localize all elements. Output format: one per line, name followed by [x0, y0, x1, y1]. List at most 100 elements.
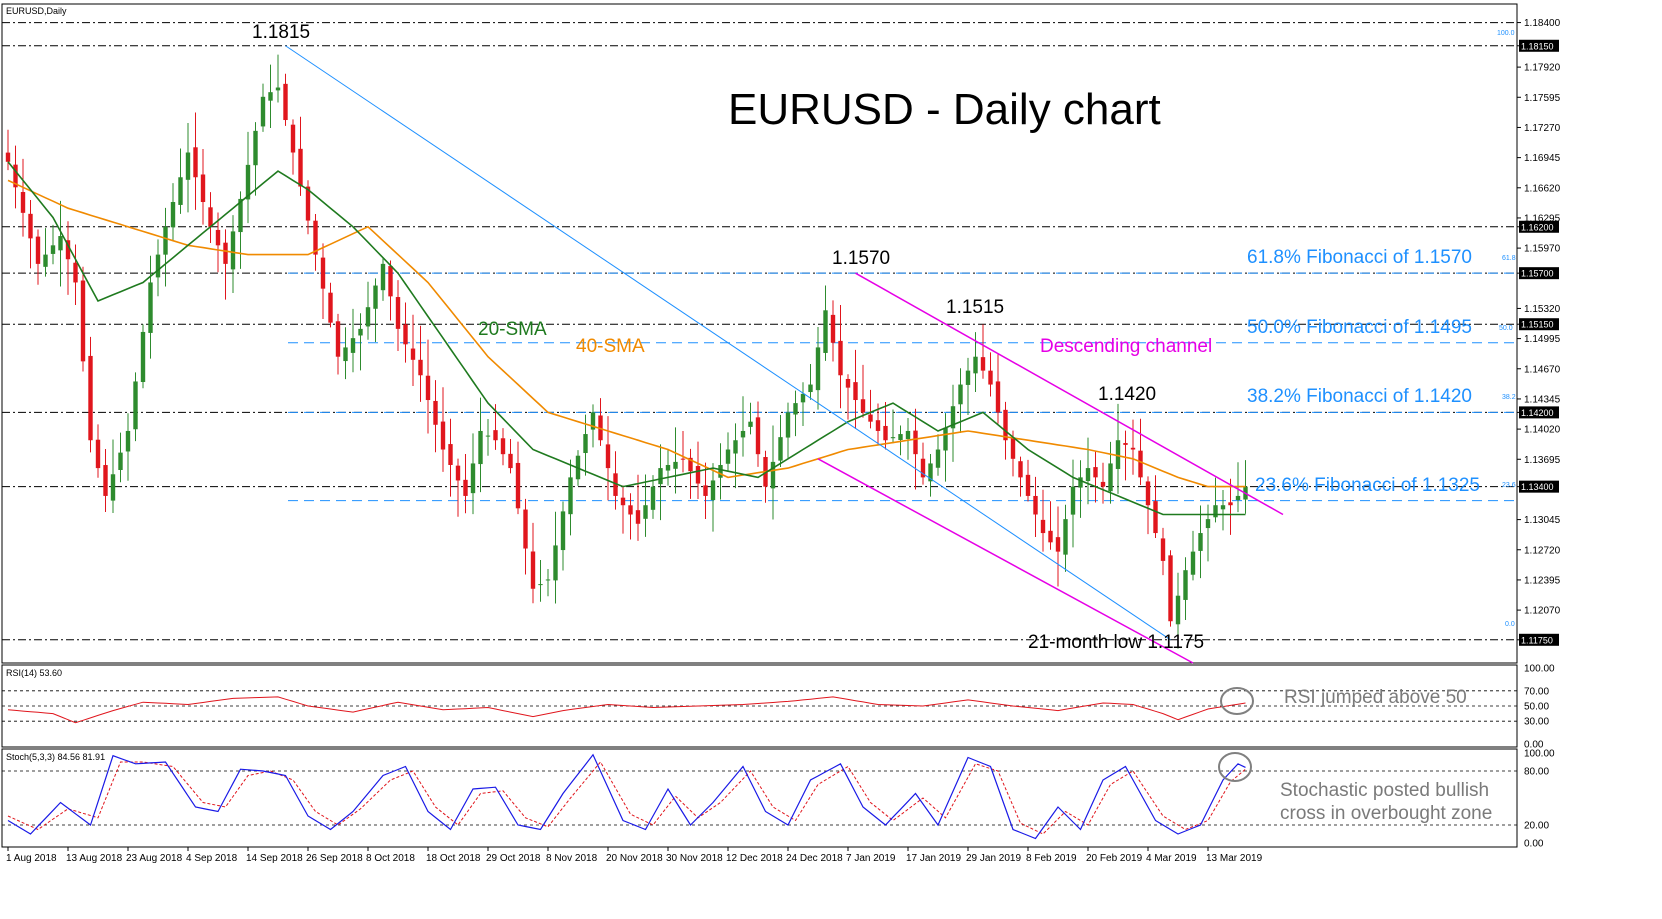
candle-body: [980, 357, 986, 371]
candle: [770, 425, 776, 520]
candle: [650, 475, 656, 519]
candle-body: [710, 480, 716, 501]
price-panel-frame: [1, 3, 1518, 664]
candle: [283, 73, 288, 126]
price-axis-tick-label: 1.13400: [1521, 482, 1554, 492]
candle: [73, 244, 78, 305]
candle-body: [133, 381, 138, 430]
candle-body: [283, 83, 288, 121]
fib-label-50-0: 50.0% Fibonacci of 1.1495: [1247, 317, 1472, 338]
axis-layer: 1.18400 1.18150 1.17920 1.17595 1.17270 1.169…: [6, 18, 1561, 864]
stoch-highlight-circle: [1218, 752, 1252, 782]
candle: [478, 397, 483, 493]
candle-body: [800, 393, 806, 403]
candle-body: [770, 461, 776, 489]
candle: [328, 282, 333, 328]
candle: [58, 200, 63, 287]
candle: [1145, 476, 1151, 535]
candle: [103, 448, 108, 512]
candle: [1055, 506, 1061, 587]
price-axis-tick-label: 1.12395: [1524, 575, 1561, 586]
candle-body: [650, 486, 656, 510]
candle-body: [1190, 551, 1196, 575]
candle: [433, 380, 438, 453]
candle-body: [298, 148, 303, 187]
candle: [830, 300, 836, 362]
candle-body: [1198, 533, 1203, 551]
annotation-high-1-1815: 1.1815: [252, 22, 310, 43]
x-axis-tick-label: 13 Mar 2019: [1206, 853, 1263, 864]
candle: [215, 212, 221, 273]
candle: [980, 324, 986, 379]
x-axis-tick-label: 29 Oct 2018: [486, 853, 541, 864]
candle-body: [1123, 443, 1128, 445]
candle: [785, 402, 791, 458]
candle: [313, 213, 318, 271]
stoch-panel-frame: [1, 748, 1518, 848]
candle: [343, 327, 348, 380]
candle-body: [118, 452, 123, 470]
candle-body: [455, 465, 461, 481]
candle-body: [1228, 502, 1233, 506]
candle: [28, 199, 33, 269]
candle: [988, 352, 993, 397]
candle: [5, 129, 11, 171]
candle-body: [785, 412, 791, 438]
candle-body: [28, 213, 33, 239]
candle-body: [1153, 501, 1158, 534]
candle-body: [733, 440, 738, 454]
rsi-layer: [2, 690, 1517, 724]
candle: [380, 257, 386, 301]
candle: [335, 313, 341, 375]
candle: [148, 255, 153, 359]
rsi-axis-tick-label: 100.00: [1524, 664, 1555, 675]
candle-body: [478, 430, 483, 465]
candle: [245, 131, 251, 224]
x-axis-tick-label: 20 Nov 2018: [606, 853, 663, 864]
candle-body: [545, 579, 551, 581]
price-axis-tick-label: 1.13045: [1524, 515, 1561, 526]
candle: [725, 432, 731, 472]
candle-body: [163, 226, 168, 255]
candle-body: [688, 457, 693, 472]
candle-body: [148, 282, 153, 333]
candle-body: [845, 378, 851, 388]
candle: [208, 192, 213, 244]
price-axis-tick-label: 1.14020: [1524, 425, 1561, 436]
price-axis-tick-label: 1.17595: [1524, 93, 1561, 104]
candle: [373, 278, 378, 343]
candle-body: [88, 355, 93, 441]
x-axis-tick-label: 26 Sep 2018: [306, 853, 363, 864]
x-axis-tick-label: 23 Aug 2018: [126, 853, 183, 864]
price-axis-tick-label: 1.14200: [1521, 408, 1554, 418]
candle-body: [470, 463, 476, 494]
candle-body: [1040, 519, 1046, 534]
x-axis-tick-label: 12 Dec 2018: [726, 853, 783, 864]
candle: [350, 308, 356, 373]
x-axis-tick-label: 8 Nov 2018: [546, 853, 598, 864]
candle-body: [1085, 468, 1091, 482]
price-axis-tick-label: 1.13695: [1524, 455, 1561, 466]
candle-body: [403, 324, 408, 345]
price-axis-tick-label: 1.15150: [1521, 320, 1554, 330]
rsi-annotation: RSI jumped above 50: [1284, 687, 1467, 708]
candle: [755, 401, 761, 467]
candle-body: [373, 285, 378, 309]
candle: [605, 416, 611, 501]
fib-label-61-8: 61.8% Fibonacci of 1.1570: [1247, 247, 1472, 268]
candle: [418, 325, 423, 402]
candle-body: [583, 434, 588, 454]
candle-body: [1070, 486, 1076, 515]
price-tick-box: [1519, 267, 1559, 280]
candle-body: [65, 240, 71, 260]
candle-body: [500, 438, 506, 455]
candle-body: [110, 474, 116, 501]
candle-body: [1213, 505, 1218, 518]
candle-body: [410, 348, 416, 360]
candle-body: [418, 359, 423, 376]
candle-body: [665, 464, 671, 471]
candle: [568, 459, 573, 536]
candle-body: [253, 130, 258, 166]
candle: [1183, 557, 1188, 620]
candle: [890, 409, 896, 444]
